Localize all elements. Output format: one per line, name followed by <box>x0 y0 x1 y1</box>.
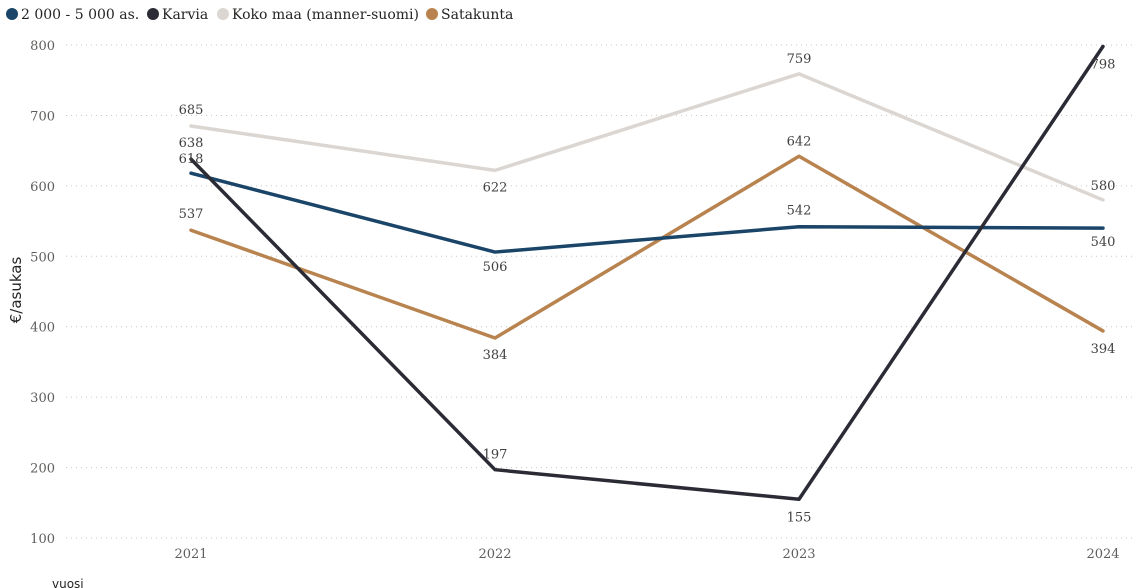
series-lines <box>189 44 1105 502</box>
series-line <box>189 154 1105 340</box>
data-label: 618 <box>179 152 204 167</box>
y-axis-ticks: 100 200 300 400 500 600 700 800 <box>30 39 55 547</box>
legend-label: Koko maa (manner-suomi) <box>232 7 419 23</box>
x-tick-label: 2021 <box>174 547 207 562</box>
legend-label: Karvia <box>162 7 208 23</box>
legend-marker <box>217 8 229 20</box>
y-tick-label: 500 <box>30 250 55 265</box>
legend-label: 2 000 - 5 000 as. <box>21 7 139 23</box>
data-label: 580 <box>1091 179 1116 194</box>
data-label: 537 <box>179 207 204 222</box>
data-label: 642 <box>787 134 812 149</box>
legend-marker <box>147 8 159 20</box>
data-label: 759 <box>787 52 812 67</box>
legend-label: Satakunta <box>441 7 513 23</box>
x-tick-label: 2023 <box>782 547 815 562</box>
y-tick-label: 100 <box>30 532 55 547</box>
gridlines <box>66 44 1136 539</box>
y-tick-label: 700 <box>30 109 55 124</box>
series-line <box>189 72 1105 202</box>
y-tick-label: 200 <box>30 462 55 477</box>
data-label: 384 <box>483 348 508 363</box>
data-label: 798 <box>1091 57 1116 72</box>
data-label: 685 <box>179 103 204 118</box>
y-tick-label: 600 <box>30 180 55 195</box>
x-axis-ticks: 2021 2022 2023 2024 <box>174 547 1119 562</box>
y-axis-title: €/asukas <box>7 257 25 324</box>
data-label: 542 <box>787 204 812 219</box>
data-label: 506 <box>483 260 508 275</box>
y-tick-label: 800 <box>30 39 55 54</box>
data-label: 155 <box>787 510 812 525</box>
legend-marker <box>426 8 438 20</box>
data-labels: 618 506 542 540 638 197 155 798 685 622 759 580 537 3… <box>179 52 1116 525</box>
data-label: 540 <box>1091 235 1116 250</box>
data-label: 638 <box>179 136 204 151</box>
series-line <box>189 171 1105 254</box>
legend-marker <box>6 8 18 20</box>
data-label: 622 <box>483 180 508 195</box>
data-label: 394 <box>1091 342 1116 357</box>
x-axis-title: vuosi <box>52 577 84 588</box>
x-tick-label: 2022 <box>478 547 511 562</box>
x-tick-label: 2024 <box>1086 547 1119 562</box>
y-tick-label: 400 <box>30 321 55 336</box>
y-tick-label: 300 <box>30 391 55 406</box>
series-line <box>189 44 1105 502</box>
legend: 2 000 - 5 000 as. Karvia Koko maa (manner-… <box>6 7 513 23</box>
data-label: 197 <box>483 448 508 463</box>
